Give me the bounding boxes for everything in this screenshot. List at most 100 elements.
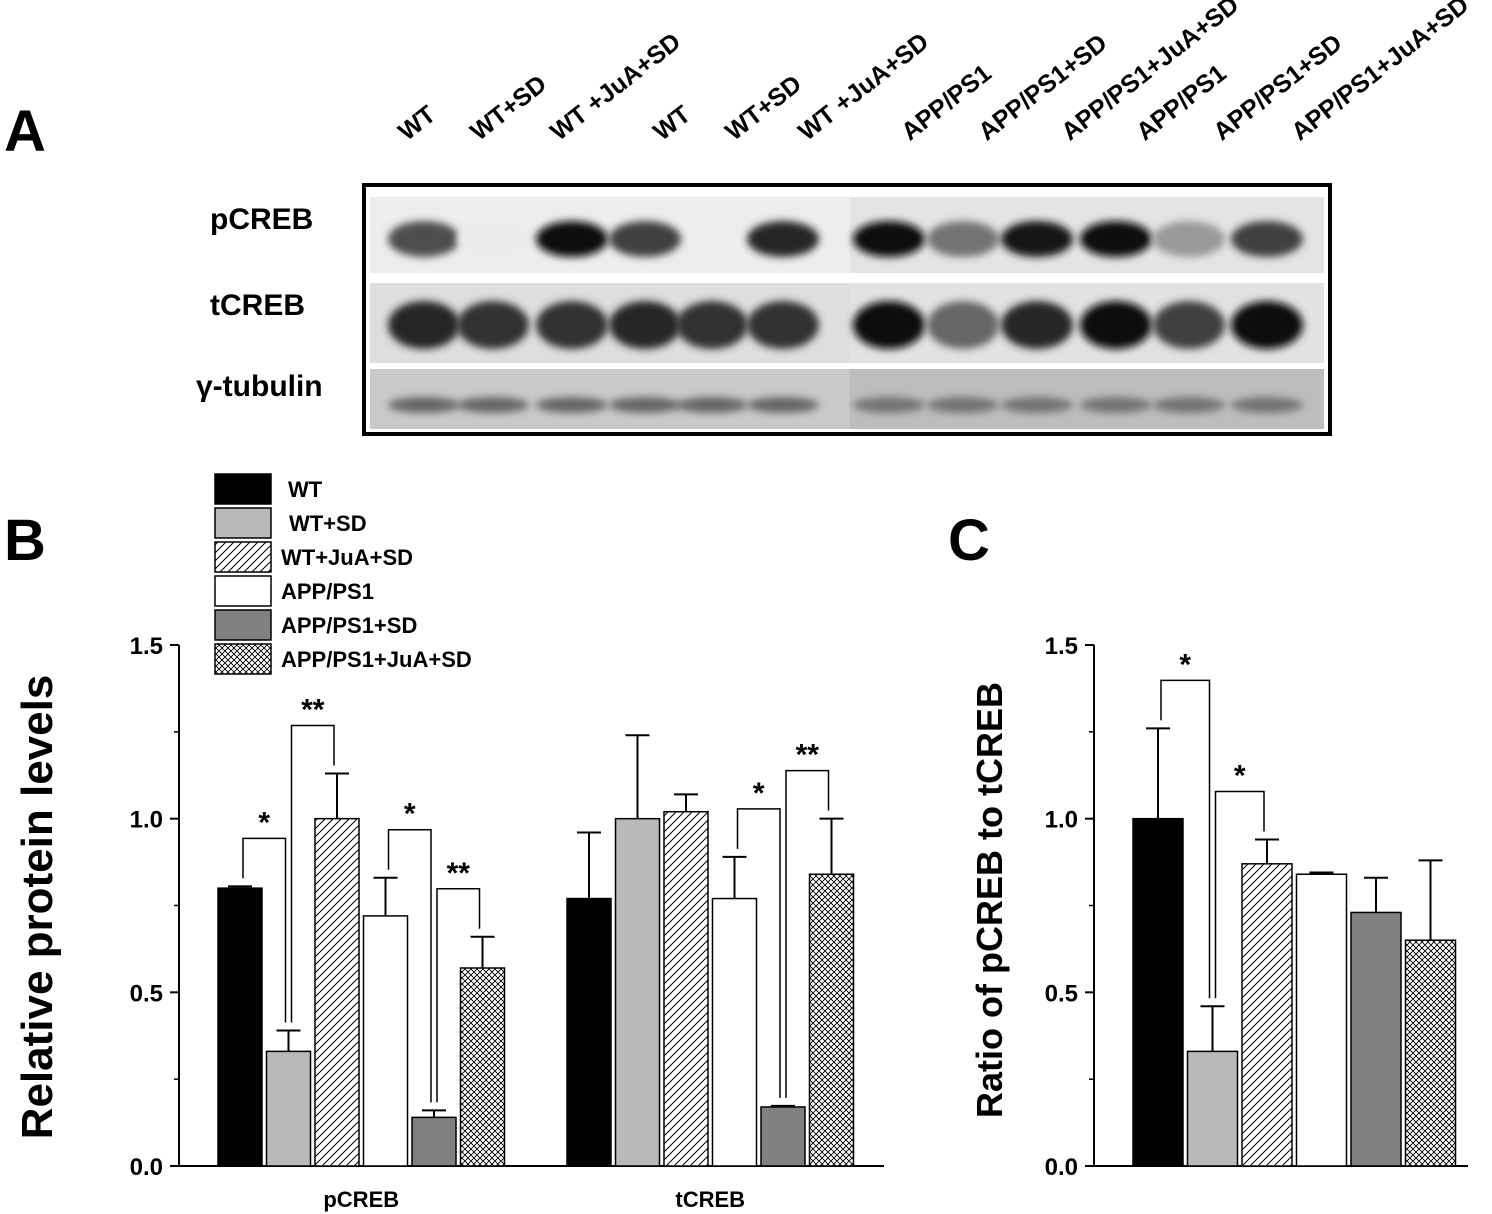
chart-c-tick-label: 0.0 [1045, 1154, 1078, 1181]
bar [760, 1106, 806, 1167]
significance-bracket [736, 808, 781, 1098]
legend-label: WT [288, 477, 323, 502]
blot-band [1080, 221, 1152, 257]
significance-label: ** [447, 857, 471, 890]
blot-band [388, 397, 460, 413]
bar [1295, 873, 1348, 1167]
significance-bracket [1214, 790, 1265, 999]
significance-label: * [753, 777, 765, 810]
blot-band [609, 221, 681, 257]
lane-label: WT [393, 100, 442, 147]
chart-c-tick-label: 1.0 [1045, 807, 1078, 834]
blot-band [1080, 397, 1152, 413]
lane-label: WT+SD [720, 69, 807, 147]
significance-bracket [436, 888, 481, 1103]
panel-b-letter: B [4, 508, 46, 573]
blot-band [853, 397, 925, 413]
legend-swatch [214, 609, 272, 641]
significance-bracket [1160, 679, 1211, 999]
legend-swatch [214, 643, 272, 675]
significance-label: * [1234, 760, 1246, 793]
bar [411, 1116, 457, 1167]
blot-band [536, 301, 608, 349]
blot-band [1231, 221, 1303, 257]
significance-label: * [404, 798, 416, 831]
bar [362, 915, 409, 1167]
row-label-tubulin: γ-tubulin [196, 370, 323, 403]
significance-bracket [242, 837, 287, 1023]
chart-b-tick-label: 1.0 [130, 807, 163, 834]
western-blot-image [366, 187, 1328, 432]
blot-band [388, 221, 460, 257]
bar [663, 810, 709, 1167]
legend-label: WT+SD [289, 511, 367, 536]
blot-band [747, 397, 819, 413]
bar [1186, 1050, 1239, 1167]
bar [614, 817, 661, 1167]
bar [265, 1050, 312, 1167]
panel-c-letter: C [948, 508, 990, 573]
lane-label: APP/PS1+SD [1208, 28, 1348, 147]
blot-band [1001, 397, 1073, 413]
blot-band [1001, 221, 1073, 257]
blot-band [1231, 397, 1303, 413]
blot-band [1231, 301, 1303, 349]
significance-bracket [785, 769, 830, 1098]
blot-band [853, 301, 925, 349]
bar [314, 817, 360, 1167]
blot-band [457, 397, 529, 413]
chart-c-tick-label: 0.5 [1045, 980, 1078, 1007]
bar [566, 897, 612, 1167]
chart-b-tick-label: 1.5 [130, 633, 163, 660]
row-label-tcreb: tCREB [210, 289, 305, 322]
chart-b-tick-label: 0.5 [130, 980, 163, 1007]
blot-band [747, 221, 819, 257]
chart-b-y-label: Relative protein levels [13, 675, 62, 1140]
blot-band [927, 397, 999, 413]
bar [711, 897, 758, 1167]
significance-label: * [258, 806, 270, 839]
lane-label: WT [648, 100, 697, 147]
legend-label: WT+JuA+SD [281, 545, 413, 570]
chart-b-category-label: tCREB [675, 1187, 745, 1212]
panel-a-letter: A [4, 99, 46, 164]
western-blot [362, 183, 1332, 436]
legend-swatch [214, 541, 272, 573]
blot-band [609, 301, 681, 349]
bar [1404, 939, 1457, 1167]
chart-b-tick-label: 0.0 [130, 1154, 163, 1181]
blot-band [1153, 221, 1225, 257]
chart-c-tick-label: 1.5 [1045, 633, 1078, 660]
blot-band [927, 221, 999, 257]
bar [1132, 817, 1184, 1167]
bar [1350, 911, 1402, 1167]
blot-band [536, 397, 608, 413]
significance-label: ** [301, 694, 325, 727]
blot-band [1001, 301, 1073, 349]
row-label-pcreb: pCREB [210, 203, 314, 236]
legend-label: APP/PS1 [281, 579, 374, 604]
chart-c-y-label: Ratio of pCREB to tCREB [969, 682, 1010, 1118]
blot-band [1153, 301, 1225, 349]
legend-swatch [214, 473, 272, 505]
legend-swatch [214, 575, 272, 607]
legend-swatch [214, 507, 272, 539]
significance-label: ** [796, 739, 820, 772]
blot-band [1153, 397, 1225, 413]
blot-band [676, 397, 748, 413]
blot-band [536, 221, 608, 257]
legend-label: APP/PS1+JuA+SD [281, 647, 472, 672]
blot-band [927, 301, 999, 349]
blot-band [609, 397, 681, 413]
lane-label: WT+SD [465, 69, 552, 147]
significance-bracket [290, 724, 335, 1023]
blot-band [747, 301, 819, 349]
bar [1241, 863, 1293, 1167]
blot-band [1080, 301, 1152, 349]
blot-band [853, 221, 925, 257]
blot-band [457, 221, 529, 257]
blot-band [676, 301, 748, 349]
significance-bracket [387, 828, 432, 1103]
legend-label: APP/PS1+SD [281, 613, 417, 638]
bar [459, 967, 506, 1167]
